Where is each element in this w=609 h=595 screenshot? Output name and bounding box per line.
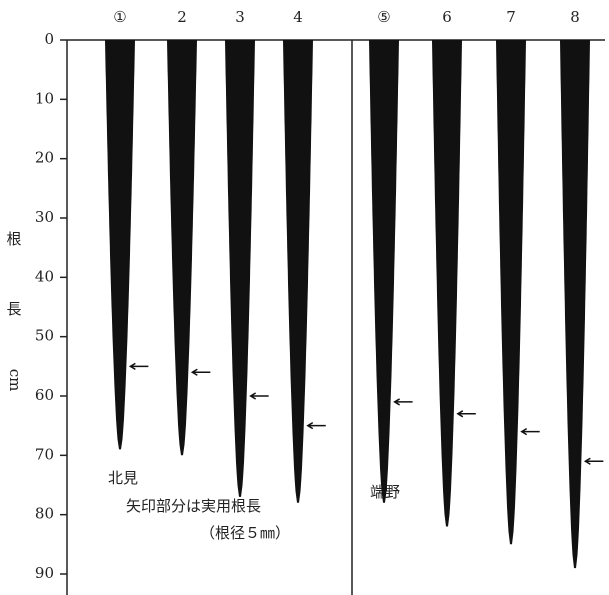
y-tick-label: 40 (35, 267, 54, 285)
root (225, 40, 255, 497)
practical-arrow (456, 410, 476, 418)
practical-arrow (249, 392, 269, 400)
group-label: 北見 (108, 469, 138, 487)
root (167, 40, 197, 456)
root (432, 40, 462, 527)
x-tick-label: 6 (442, 8, 452, 26)
y-tick-label: 60 (35, 386, 54, 404)
root (496, 40, 526, 545)
y-tick-label: 70 (35, 445, 54, 463)
root (369, 40, 399, 503)
y-label: cm (6, 369, 24, 392)
y-label-unit: cm (6, 369, 24, 392)
y-tick-label: 80 (35, 505, 54, 523)
root (560, 40, 590, 569)
x-tick-label: 2 (177, 8, 187, 26)
y-label: 根 (6, 230, 21, 248)
annotation: 矢印部分は実用根長 (126, 497, 261, 515)
practical-arrow (520, 427, 540, 436)
x-tick-label: ⑤ (377, 8, 390, 26)
x-tick-label: 8 (570, 8, 580, 26)
y-tick-label: 20 (35, 149, 54, 167)
y-tick-label: 90 (35, 564, 54, 582)
y-tick-label: 10 (35, 89, 54, 107)
x-tick-label: 3 (235, 8, 245, 26)
x-tick-label: 7 (506, 8, 516, 26)
practical-arrow (306, 422, 326, 430)
y-tick-label: 30 (35, 208, 54, 226)
y-tick-label: 0 (44, 30, 54, 48)
practical-arrow (128, 362, 149, 370)
practical-arrow (583, 457, 604, 465)
root (283, 40, 313, 503)
y-tick-label: 50 (35, 327, 54, 345)
annotation: （根径５㎜） (200, 524, 290, 542)
x-tick-label: ① (113, 8, 126, 26)
root (105, 40, 135, 450)
practical-arrow (190, 368, 211, 376)
y-label: 長 (6, 300, 21, 318)
practical-arrow (393, 398, 413, 406)
x-tick-label: 4 (293, 8, 303, 26)
